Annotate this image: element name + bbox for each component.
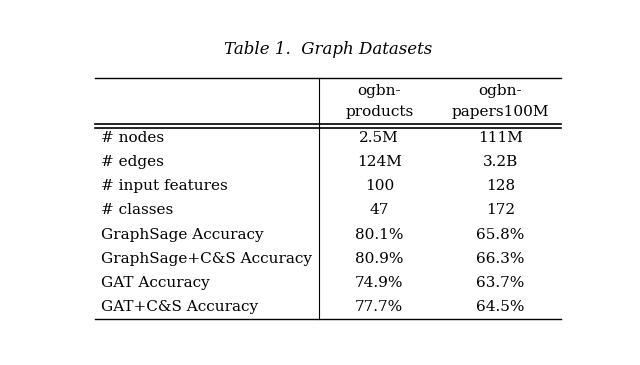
Text: 64.5%: 64.5% [476, 300, 525, 314]
Text: 66.3%: 66.3% [476, 252, 525, 266]
Text: 172: 172 [486, 203, 515, 218]
Text: 111M: 111M [478, 131, 523, 145]
Text: # nodes: # nodes [101, 131, 164, 145]
Text: Table 1.  Graph Datasets: Table 1. Graph Datasets [224, 41, 432, 58]
Text: 100: 100 [365, 179, 394, 193]
Text: GraphSage+C&S Accuracy: GraphSage+C&S Accuracy [101, 252, 312, 266]
Text: ogbn-
products: ogbn- products [345, 84, 413, 119]
Text: 65.8%: 65.8% [476, 228, 525, 242]
Text: 3.2B: 3.2B [483, 155, 518, 169]
Text: 47: 47 [369, 203, 389, 218]
Text: # input features: # input features [101, 179, 228, 193]
Text: GraphSage Accuracy: GraphSage Accuracy [101, 228, 264, 242]
Text: # edges: # edges [101, 155, 164, 169]
Text: 80.1%: 80.1% [355, 228, 404, 242]
Text: 124M: 124M [357, 155, 402, 169]
Text: 2.5M: 2.5M [360, 131, 399, 145]
Text: GAT Accuracy: GAT Accuracy [101, 276, 209, 290]
Text: ogbn-
papers100M: ogbn- papers100M [452, 84, 549, 119]
Text: 74.9%: 74.9% [355, 276, 404, 290]
Text: 63.7%: 63.7% [476, 276, 525, 290]
Text: 128: 128 [486, 179, 515, 193]
Text: 80.9%: 80.9% [355, 252, 404, 266]
Text: GAT+C&S Accuracy: GAT+C&S Accuracy [101, 300, 258, 314]
Text: 77.7%: 77.7% [355, 300, 403, 314]
Text: # classes: # classes [101, 203, 173, 218]
